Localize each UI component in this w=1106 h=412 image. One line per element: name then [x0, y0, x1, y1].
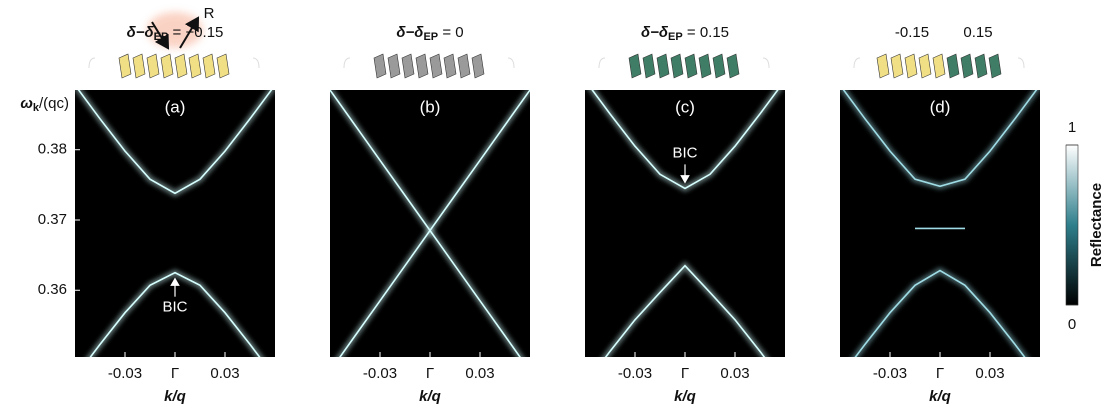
- label-rest: /(qc): [39, 95, 69, 112]
- grating-block: [430, 54, 442, 78]
- annotation: BIC: [162, 299, 187, 316]
- grating-block: [444, 54, 456, 78]
- title-left: -0.15: [895, 24, 929, 41]
- colorbar-tick-label: 1: [1068, 119, 1076, 136]
- grating-block: [699, 54, 711, 78]
- annotation: BIC: [672, 144, 697, 161]
- x-axis-label: k/q: [164, 388, 186, 405]
- grating-block: [402, 54, 414, 78]
- colorbar-tick-label: 0: [1068, 316, 1076, 333]
- panel-label: (d): [930, 97, 951, 116]
- grating-base: [89, 58, 259, 68]
- sub-label: δ−δEP = 0.15: [641, 24, 729, 43]
- x-tick-label: Γ: [936, 365, 944, 382]
- x-tick-label: 0.03: [210, 365, 239, 382]
- x-tick-label: 0.03: [720, 365, 749, 382]
- grating-block: [643, 54, 655, 78]
- y-tick-label: 0.38: [38, 141, 67, 158]
- grating-block: [685, 54, 697, 78]
- figure: (a)-0.03Γ0.03k/q0.360.370.38ωk/(qc)δ−δEP…: [0, 0, 1106, 412]
- grating-block: [975, 54, 987, 78]
- grating-block: [713, 54, 725, 78]
- label-rest: = 0: [438, 24, 463, 41]
- sub-label: δ−δEP = −0.15: [127, 24, 224, 43]
- x-tick-label: 0.03: [465, 365, 494, 382]
- x-tick-label: -0.03: [108, 365, 142, 382]
- y-tick-label: 0.36: [38, 281, 67, 298]
- x-tick-label: 0.03: [975, 365, 1004, 382]
- grating-block: [905, 54, 917, 78]
- x-axis-label: k/q: [929, 388, 951, 405]
- label-rest: = 0.15: [683, 24, 729, 41]
- label-main: δ−δ: [396, 24, 424, 41]
- grating-block: [629, 54, 641, 78]
- panel-label: (c): [675, 97, 695, 116]
- grating-block: [919, 54, 931, 78]
- grating-block: [203, 54, 215, 78]
- x-tick-label: Γ: [171, 365, 179, 382]
- grating-block: [933, 54, 945, 78]
- grating-block: [161, 54, 173, 78]
- x-tick-label: -0.03: [618, 365, 652, 382]
- grating-block: [374, 54, 386, 78]
- grating-block: [147, 54, 159, 78]
- x-tick-label: Γ: [426, 365, 434, 382]
- colorbar-label: Reflectance: [1088, 183, 1105, 267]
- grating-block: [989, 54, 1001, 78]
- grating-block: [388, 54, 400, 78]
- grating-block: [947, 54, 959, 78]
- grating-block: [416, 54, 428, 78]
- x-tick-label: -0.03: [873, 365, 907, 382]
- reflected-label: R: [204, 5, 215, 22]
- label-main: ω: [20, 95, 33, 112]
- grating-block: [458, 54, 470, 78]
- label-sub: EP: [154, 31, 169, 43]
- grating-block: [175, 54, 187, 78]
- x-tick-label: -0.03: [363, 365, 397, 382]
- grating-block: [189, 54, 201, 78]
- label-rest: = −0.15: [168, 24, 223, 41]
- grating-block: [133, 54, 145, 78]
- grating-block: [727, 54, 739, 78]
- grating-block: [119, 54, 131, 78]
- sub-label: δ−δEP = 0: [396, 24, 463, 43]
- y-tick-label: 0.37: [38, 211, 67, 228]
- grating-block: [217, 54, 229, 78]
- title-right: 0.15: [963, 24, 992, 41]
- panel-label: (b): [420, 97, 441, 116]
- x-axis-label: k/q: [674, 388, 696, 405]
- grating-base: [599, 58, 769, 68]
- grating-base: [344, 58, 514, 68]
- grating-block: [657, 54, 669, 78]
- grating-block: [472, 54, 484, 78]
- grating-block: [891, 54, 903, 78]
- grating-block: [877, 54, 889, 78]
- label-sub: EP: [423, 31, 438, 43]
- sub-label: ωk/(qc): [20, 95, 69, 114]
- panel-label: (a): [165, 97, 186, 116]
- grating-block: [671, 54, 683, 78]
- x-tick-label: Γ: [681, 365, 689, 382]
- x-axis-label: k/q: [419, 388, 441, 405]
- label-main: δ−δ: [641, 24, 669, 41]
- label-sub: EP: [668, 31, 683, 43]
- colorbar: [1066, 145, 1078, 305]
- label-main: δ−δ: [127, 24, 155, 41]
- grating-block: [961, 54, 973, 78]
- plot-area: [585, 90, 785, 357]
